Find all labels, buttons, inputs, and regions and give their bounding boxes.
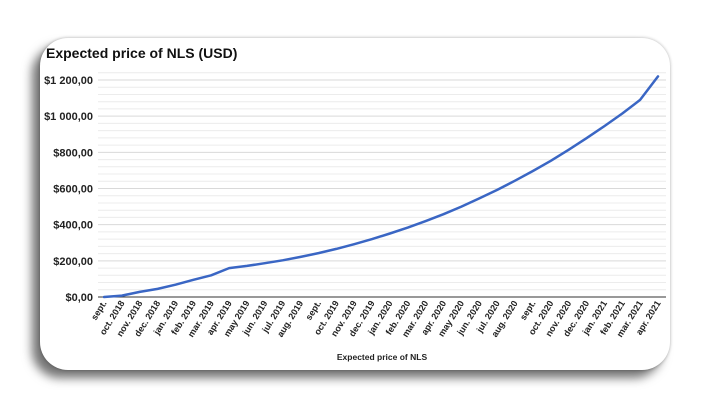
series-layer xyxy=(102,75,660,299)
y-tick-label: $200,00 xyxy=(53,256,93,268)
y-tick-label: $800,00 xyxy=(53,147,93,159)
y-tick-label: $1 200,00 xyxy=(44,75,93,87)
chart-card xyxy=(40,38,670,370)
y-tick-label: $400,00 xyxy=(53,220,93,232)
x-axis-label: Expected price of NLS xyxy=(337,352,428,362)
chart-title: Expected price of NLS (USD) xyxy=(46,45,237,61)
y-tick-label: $600,00 xyxy=(53,184,93,196)
y-axis-ticks: $0,00 $200,00 $400,00 $600,00 $800,00 $1 000,… xyxy=(44,75,93,304)
gridlines xyxy=(98,72,666,291)
y-tick-label: $0,00 xyxy=(65,292,93,304)
series-line xyxy=(102,75,660,299)
y-tick-label: $1 000,00 xyxy=(44,111,93,123)
